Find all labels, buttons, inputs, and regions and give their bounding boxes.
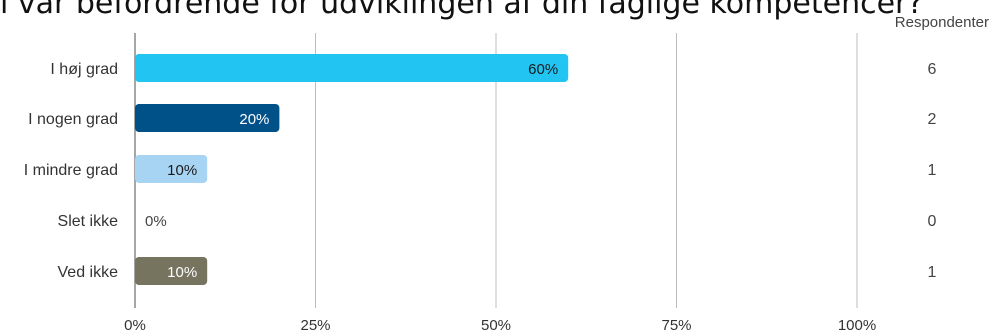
category-label: I høj grad bbox=[50, 61, 118, 78]
x-tick-label: 25% bbox=[300, 317, 330, 333]
respondent-count: 1 bbox=[928, 264, 937, 281]
category-label: Ved ikke bbox=[58, 264, 119, 281]
respondent-values: 6 2 1 0 1 bbox=[928, 61, 937, 281]
bar bbox=[135, 104, 280, 132]
respondent-count: 2 bbox=[928, 111, 937, 128]
respondent-count: 1 bbox=[928, 162, 937, 179]
category-labels: I høj grad I nogen grad I mindre grad Slet … bbox=[24, 61, 118, 281]
category-label: I nogen grad bbox=[28, 111, 118, 128]
bar-value-label: 0% bbox=[145, 213, 167, 230]
category-label: Slet ikke bbox=[58, 213, 119, 230]
x-tick-label: 0% bbox=[124, 317, 146, 333]
bar-value-label: 10% bbox=[167, 264, 197, 281]
x-tick-labels: 0% 25% 50% 75% 100% bbox=[124, 317, 876, 333]
x-tick-label: 100% bbox=[838, 317, 876, 333]
bar bbox=[135, 54, 569, 82]
category-label: I mindre grad bbox=[24, 162, 118, 179]
x-tick-label: 75% bbox=[661, 317, 691, 333]
respondent-count: 0 bbox=[928, 213, 937, 230]
bar-value-label: 60% bbox=[528, 61, 558, 78]
respondent-count: 6 bbox=[928, 61, 937, 78]
bar bbox=[135, 155, 208, 183]
bar bbox=[135, 257, 208, 285]
chart-title: l var befordrende for udviklingen af din… bbox=[0, 0, 924, 21]
x-tick-label: 50% bbox=[481, 317, 511, 333]
respondents-header: Respondenter bbox=[894, 14, 989, 31]
bar-value-label: 10% bbox=[167, 162, 197, 179]
bars: 60% 20% 10% 0% 10% bbox=[135, 54, 569, 285]
bar-value-label: 20% bbox=[239, 111, 269, 128]
